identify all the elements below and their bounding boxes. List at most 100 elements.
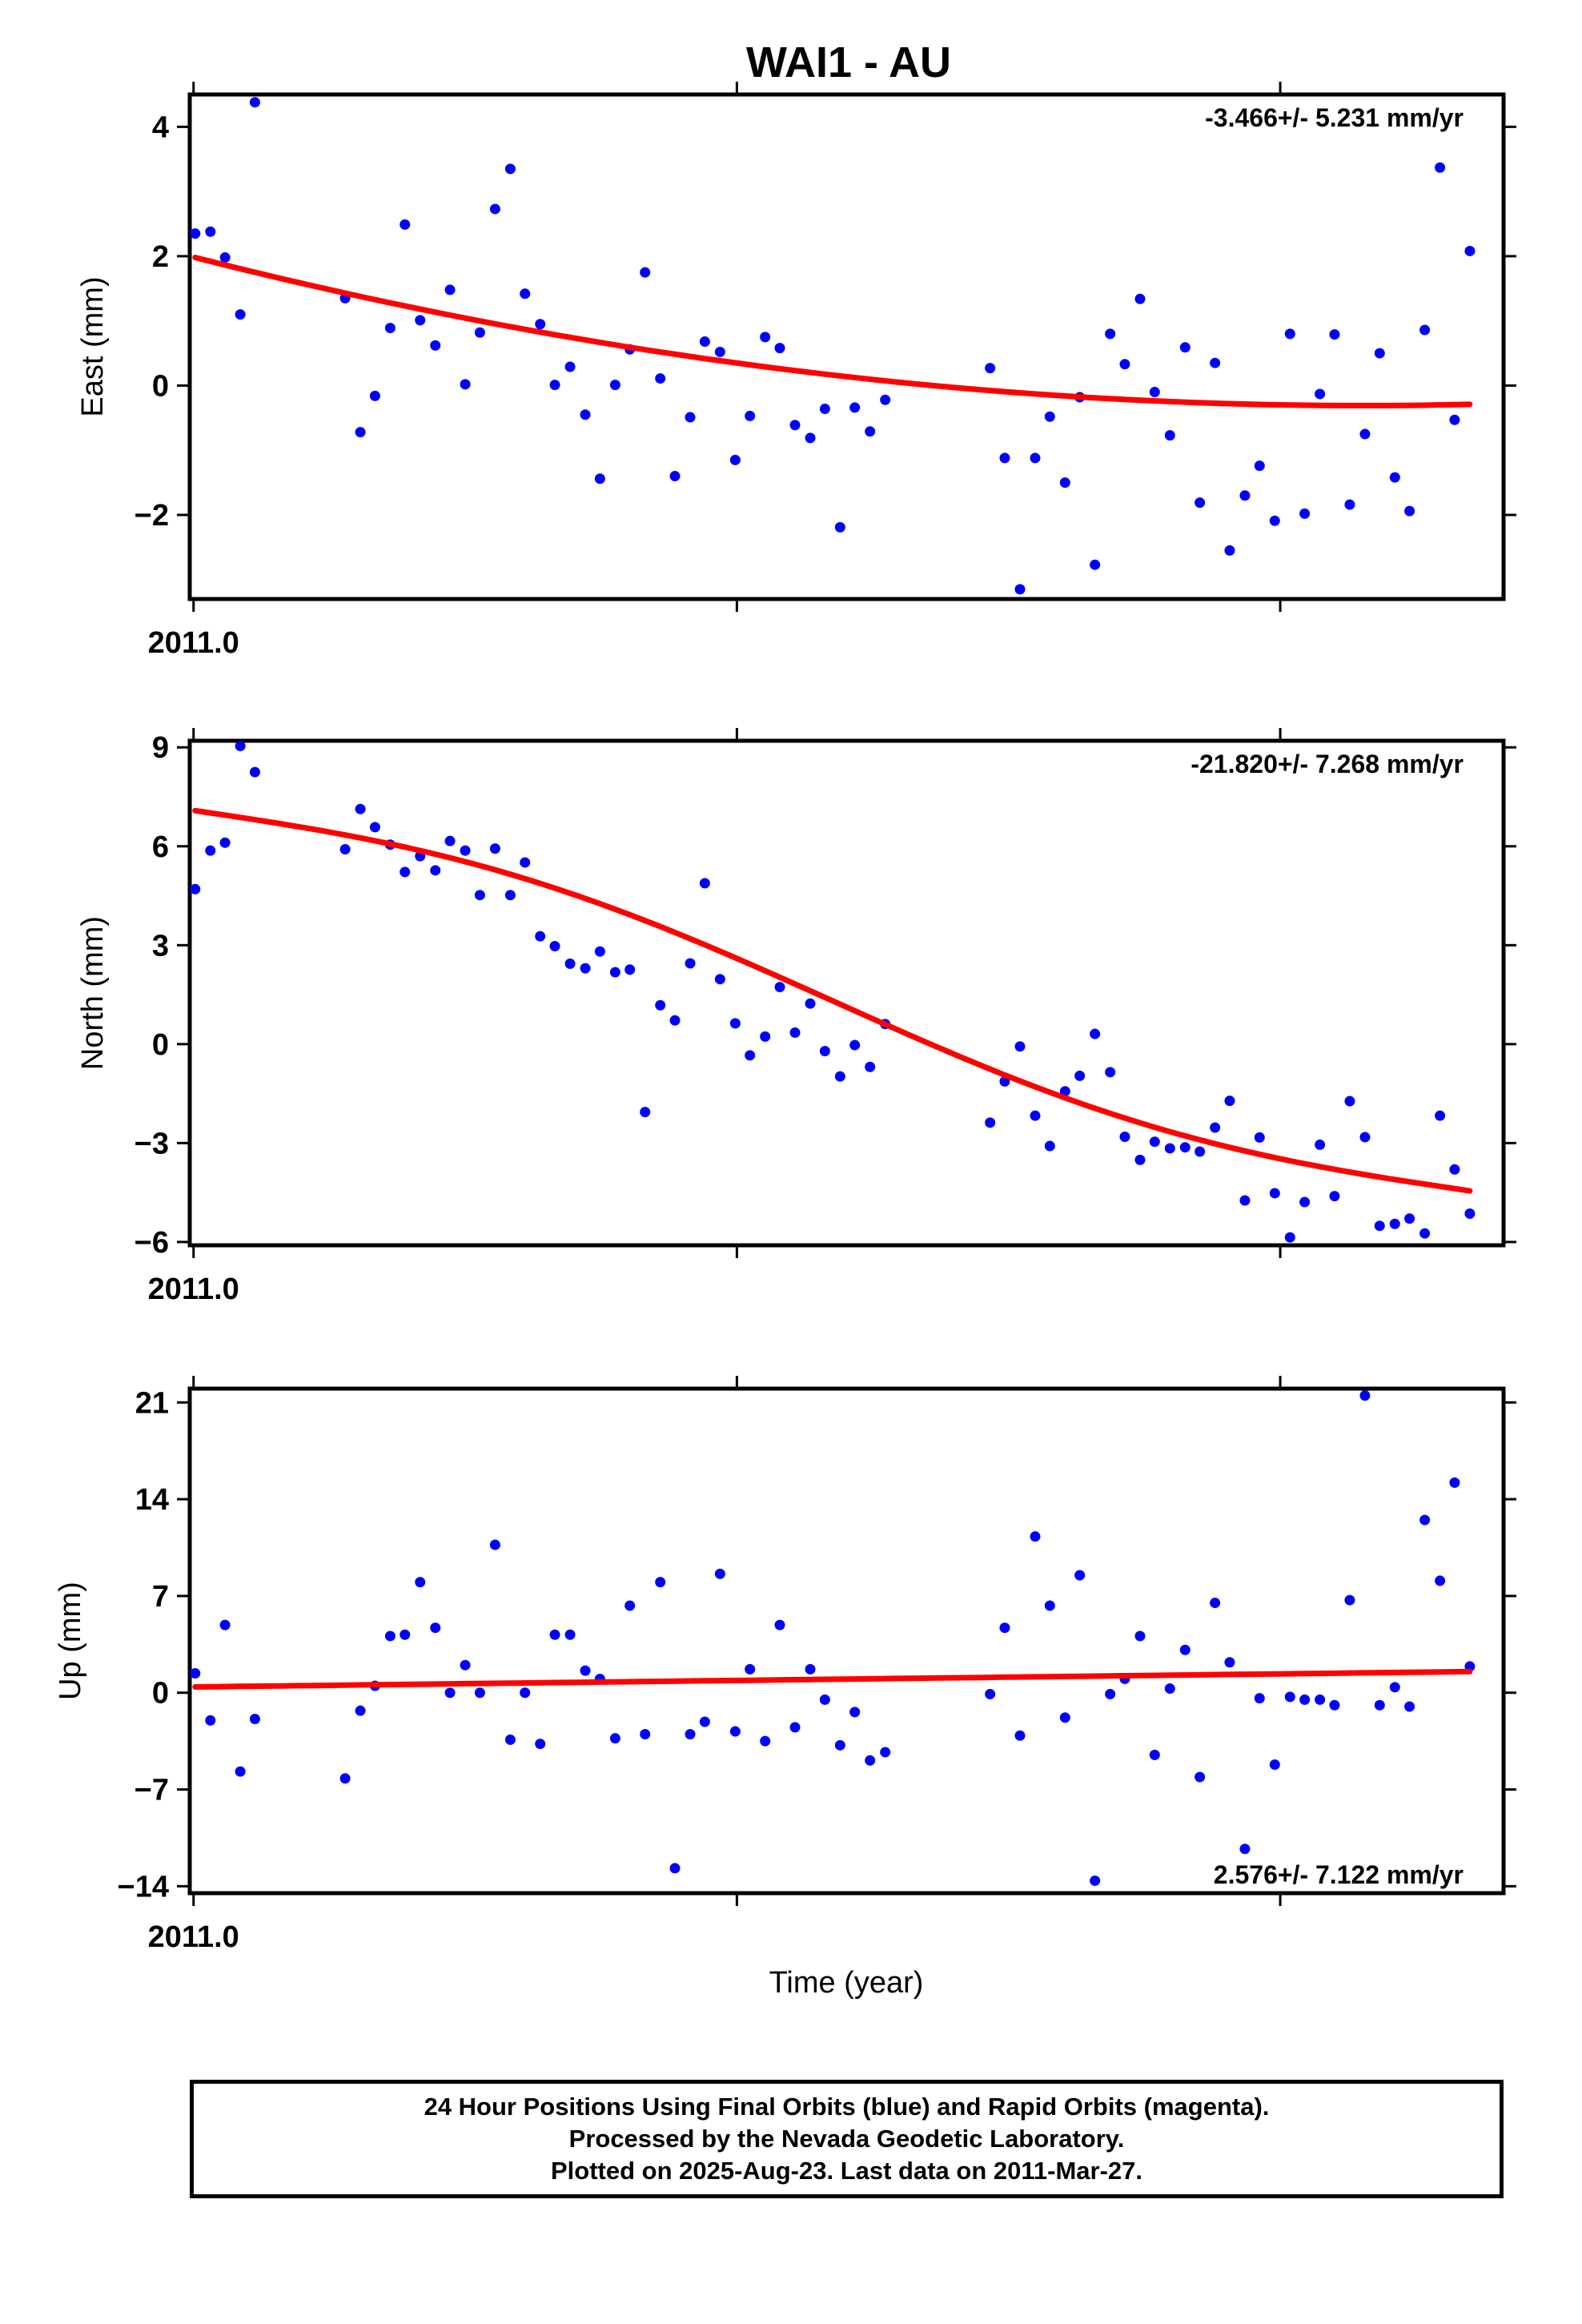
data-point xyxy=(1030,1531,1041,1542)
data-point xyxy=(205,845,216,856)
plot-frame xyxy=(187,92,1506,601)
data-point xyxy=(1030,452,1041,464)
data-point xyxy=(1164,430,1175,441)
data-point xyxy=(685,958,696,969)
data-point xyxy=(1344,499,1355,510)
data-point xyxy=(1074,1070,1086,1081)
data-point xyxy=(1315,1694,1326,1705)
data-point xyxy=(745,1663,756,1675)
x-tick-label: 2011.0 xyxy=(148,626,239,660)
data-point xyxy=(699,878,710,889)
data-point xyxy=(564,1629,576,1640)
data-point xyxy=(624,1600,636,1611)
data-point xyxy=(1389,472,1400,483)
data-point xyxy=(235,1766,246,1777)
caption-box: 24 Hour Positions Using Final Orbits (bl… xyxy=(190,2080,1504,2198)
data-point xyxy=(1210,1598,1221,1609)
data-point xyxy=(685,1729,696,1740)
data-point xyxy=(1449,414,1460,425)
data-point xyxy=(1195,1146,1206,1157)
data-point xyxy=(640,1729,651,1740)
data-point xyxy=(774,343,785,354)
data-point xyxy=(1269,1188,1280,1199)
data-point xyxy=(685,412,696,423)
data-point xyxy=(1254,460,1265,472)
data-point xyxy=(460,379,471,390)
data-point xyxy=(580,1665,591,1676)
data-point xyxy=(1389,1682,1400,1693)
data-point xyxy=(1014,584,1026,595)
data-point xyxy=(415,315,426,326)
y-axis-label: East (mm) xyxy=(76,276,110,416)
data-point xyxy=(789,1722,801,1733)
caption-line-2: Processed by the Nevada Geodetic Laborat… xyxy=(568,2125,1125,2153)
data-point xyxy=(1315,1139,1326,1150)
data-point xyxy=(594,946,605,957)
x-axis-label: Time (year) xyxy=(769,1966,924,2000)
caption-line-1: 24 Hour Positions Using Final Orbits (bl… xyxy=(424,2093,1270,2121)
data-point xyxy=(745,1050,756,1061)
data-point xyxy=(1389,1218,1400,1229)
data-point xyxy=(1105,1688,1116,1699)
data-point xyxy=(1149,1749,1160,1760)
data-point xyxy=(460,845,471,856)
data-point xyxy=(1014,1041,1026,1052)
data-point xyxy=(415,1577,426,1588)
data-point xyxy=(865,1061,876,1072)
data-point xyxy=(219,837,231,848)
data-point xyxy=(1059,1712,1070,1723)
data-point xyxy=(880,1747,891,1758)
data-point xyxy=(474,327,485,338)
data-point xyxy=(699,336,710,348)
data-point xyxy=(1299,1196,1311,1208)
data-point xyxy=(1044,1140,1055,1152)
trend-line xyxy=(192,255,1473,408)
data-point xyxy=(819,404,830,415)
data-point xyxy=(999,1622,1010,1634)
data-point xyxy=(1059,1086,1070,1097)
data-point xyxy=(1329,1191,1340,1202)
trend-line xyxy=(192,1668,1473,1690)
data-point xyxy=(489,1539,500,1550)
data-point xyxy=(714,1568,725,1579)
data-point xyxy=(1239,490,1251,501)
data-point xyxy=(1374,1699,1385,1711)
data-point xyxy=(669,1863,681,1874)
data-point xyxy=(205,1715,216,1726)
data-point xyxy=(1149,1136,1160,1148)
caption-line-3: Plotted on 2025-Aug-23. Last data on 201… xyxy=(550,2157,1143,2185)
data-point xyxy=(699,1716,710,1727)
data-point xyxy=(190,228,201,239)
data-point xyxy=(549,380,560,391)
data-point xyxy=(249,97,260,108)
data-point xyxy=(1030,1110,1041,1121)
data-point xyxy=(1090,559,1101,570)
data-point xyxy=(1014,1730,1026,1741)
data-point xyxy=(849,1707,861,1718)
data-point xyxy=(355,427,366,438)
data-point xyxy=(1195,497,1206,509)
data-point xyxy=(1404,505,1415,517)
data-point xyxy=(1179,342,1191,353)
data-point xyxy=(1195,1771,1206,1783)
data-point xyxy=(1044,1600,1055,1611)
data-point xyxy=(1179,1644,1191,1655)
data-point xyxy=(760,332,771,343)
data-point xyxy=(190,883,201,895)
data-point xyxy=(805,432,816,444)
y-tick-label: 6 xyxy=(152,830,169,864)
data-point xyxy=(549,941,560,952)
data-point xyxy=(1224,545,1235,556)
data-point xyxy=(1149,387,1160,398)
data-point xyxy=(400,866,411,878)
data-point xyxy=(1074,1570,1086,1581)
data-point xyxy=(849,402,861,413)
data-point xyxy=(535,1739,546,1750)
data-point xyxy=(609,967,620,978)
data-point xyxy=(1269,1759,1280,1770)
data-point xyxy=(1059,477,1070,489)
data-point xyxy=(655,999,666,1011)
data-point xyxy=(729,454,741,465)
x-tick-label: 2011.0 xyxy=(148,1273,239,1306)
